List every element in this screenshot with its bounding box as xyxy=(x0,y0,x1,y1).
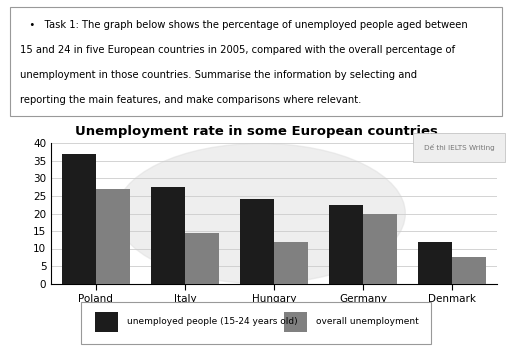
Bar xyxy=(418,241,452,284)
Text: overall unemployment: overall unemployment xyxy=(316,317,419,327)
Bar xyxy=(95,312,118,332)
Text: 15 and 24 in five European countries in 2005, compared with the overall percenta: 15 and 24 in five European countries in … xyxy=(20,45,455,55)
Ellipse shape xyxy=(116,144,406,284)
Bar xyxy=(329,205,363,284)
FancyBboxPatch shape xyxy=(10,7,502,116)
Bar xyxy=(96,189,130,284)
Text: unemployed people (15-24 years old): unemployed people (15-24 years old) xyxy=(127,317,297,327)
Text: Unemployment rate in some European countries: Unemployment rate in some European count… xyxy=(75,125,437,138)
Text: unemployment in those countries. Summarise the information by selecting and: unemployment in those countries. Summari… xyxy=(20,70,417,80)
FancyBboxPatch shape xyxy=(81,302,431,344)
Bar xyxy=(62,154,96,284)
Bar xyxy=(274,241,308,284)
Text: reporting the main features, and make comparisons where relevant.: reporting the main features, and make co… xyxy=(20,95,361,105)
Bar xyxy=(284,312,307,332)
Bar xyxy=(185,233,219,284)
Text: •   Task 1: The graph below shows the percentage of unemployed people aged betwe: • Task 1: The graph below shows the perc… xyxy=(20,20,468,30)
Bar xyxy=(452,257,486,284)
Bar xyxy=(363,214,397,284)
Bar xyxy=(151,187,185,284)
Text: Dế thi IELTS Writing: Dế thi IELTS Writing xyxy=(423,144,495,151)
Bar xyxy=(240,199,274,284)
